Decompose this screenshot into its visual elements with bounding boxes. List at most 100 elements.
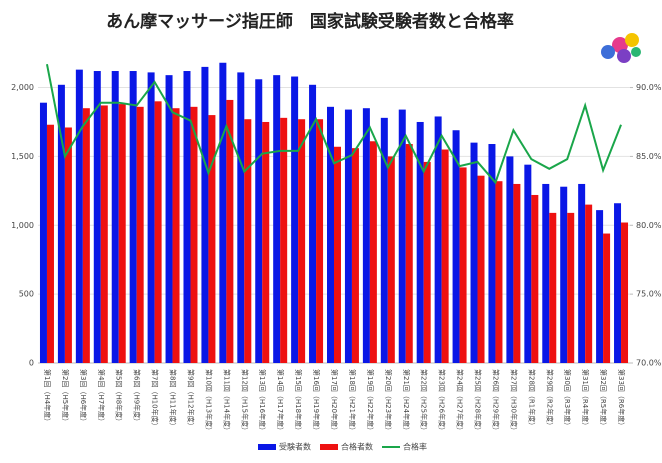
bar <box>208 115 216 363</box>
bar <box>226 99 234 363</box>
bar <box>39 102 47 363</box>
bar <box>172 108 180 363</box>
bar <box>488 144 496 363</box>
y2-tick-label: 90.0% <box>636 83 662 92</box>
bar <box>470 142 478 363</box>
bar <box>273 75 281 364</box>
y-tick-label: 1,000 <box>11 221 34 230</box>
bar <box>423 161 431 363</box>
bar <box>280 117 288 363</box>
x-tick-label: 第31回（R4年度） <box>581 369 590 429</box>
bar <box>578 183 586 363</box>
line <box>45 63 622 185</box>
bar <box>398 109 406 363</box>
x-tick-label: 第22回（H25年度） <box>420 369 429 434</box>
bar <box>416 121 424 364</box>
x-tick-label: 第23回（H26年度） <box>438 369 447 434</box>
bar <box>441 149 449 363</box>
bar <box>309 84 317 364</box>
bar <box>603 233 611 363</box>
bar <box>362 108 370 363</box>
bar <box>567 212 575 363</box>
x-tick-label: 第12回（H15年度） <box>240 369 249 434</box>
x-tick-label: 第20回（H23年度） <box>384 369 393 434</box>
x-tick-label: 第11回（H14年度） <box>222 369 231 434</box>
x-tick-label: 第16回（H19年度） <box>312 369 321 434</box>
bar <box>344 109 352 363</box>
x-tick-label: 第18回（H21年度） <box>348 369 357 434</box>
bar <box>531 194 539 363</box>
chart-title: あん摩マッサージ指圧師 国家試験受験者数と合格率 <box>106 11 514 32</box>
bar <box>46 124 54 364</box>
bar <box>351 148 359 363</box>
x-tick-label: 第2回（H5年度） <box>61 369 70 425</box>
x-tick-label: 第13回（H16年度） <box>258 369 267 434</box>
x-tick-label: 第3回（H6年度） <box>79 369 88 425</box>
bar <box>405 144 413 363</box>
bar <box>506 156 514 363</box>
bar <box>183 71 191 363</box>
bar <box>585 204 593 363</box>
x-tick-label: 第25回（H28年度） <box>474 369 483 434</box>
bar <box>298 119 306 364</box>
bar <box>255 79 263 364</box>
x-tick-label: 第15回（H18年度） <box>294 369 303 434</box>
bar <box>452 130 460 363</box>
x-tick-label: 第8回（H11年度） <box>169 369 178 430</box>
x-tick-label: 第19回（H22年度） <box>366 369 375 434</box>
bar <box>596 210 604 363</box>
x-tick-label: 第29回（R2年度） <box>545 369 554 429</box>
bar <box>291 76 299 363</box>
bar <box>262 121 270 364</box>
legend-swatch <box>320 444 338 450</box>
x-tick-label: 第33回（R6年度） <box>617 369 626 429</box>
legend-label: 合格率 <box>403 442 427 452</box>
y-tick-label: 500 <box>19 290 34 299</box>
x-tick-label: 第32回（R5年度） <box>599 369 608 429</box>
bar <box>434 116 442 363</box>
bar <box>334 146 341 363</box>
bar <box>190 106 198 363</box>
x-tick-label: 第4回（H7年度） <box>97 369 106 425</box>
x-tick-label: 第7回（H10年度） <box>151 369 160 430</box>
bar <box>524 164 532 363</box>
legend-swatch <box>258 444 276 450</box>
y-tick-label: 0 <box>29 359 34 368</box>
bar <box>219 62 227 363</box>
bar <box>75 69 83 364</box>
bar <box>327 106 334 363</box>
bar <box>82 108 90 363</box>
x-tick-label: 第14回（H17年度） <box>276 369 285 434</box>
bar <box>57 84 65 364</box>
bar <box>100 105 108 363</box>
x-tick-label: 第27回（H30年度） <box>509 369 518 434</box>
bar <box>118 104 126 363</box>
bar <box>129 71 137 363</box>
bar <box>477 175 485 363</box>
bar <box>165 75 173 364</box>
bar <box>560 186 568 363</box>
y2-tick-label: 70.0% <box>636 359 662 368</box>
bar <box>459 167 467 363</box>
bar <box>495 181 503 363</box>
bar <box>387 156 395 363</box>
x-tick-label: 第30回（R3年度） <box>563 369 572 429</box>
x-tick-label: 第9回（H12年度） <box>186 369 195 430</box>
bar <box>542 183 550 363</box>
logo <box>601 33 641 63</box>
bar <box>621 222 629 363</box>
x-tick-label: 第17回（H20年度） <box>330 369 339 434</box>
y2-tick-label: 85.0% <box>636 152 662 161</box>
x-tick-label: 第26回（H29年度） <box>491 369 500 434</box>
bar <box>380 117 388 363</box>
y-tick-label: 1,500 <box>11 152 34 161</box>
legend-label: 受験者数 <box>279 442 311 452</box>
x-tick-label: 第5回（H8年度） <box>115 369 124 425</box>
bar <box>614 203 622 363</box>
bar <box>513 183 521 363</box>
legend-label: 合格者数 <box>341 442 373 452</box>
x-tick-label: 第10回（H13年度） <box>204 369 213 434</box>
y-tick-label: 2,000 <box>11 83 34 92</box>
bar <box>316 119 324 364</box>
bar <box>237 72 245 364</box>
